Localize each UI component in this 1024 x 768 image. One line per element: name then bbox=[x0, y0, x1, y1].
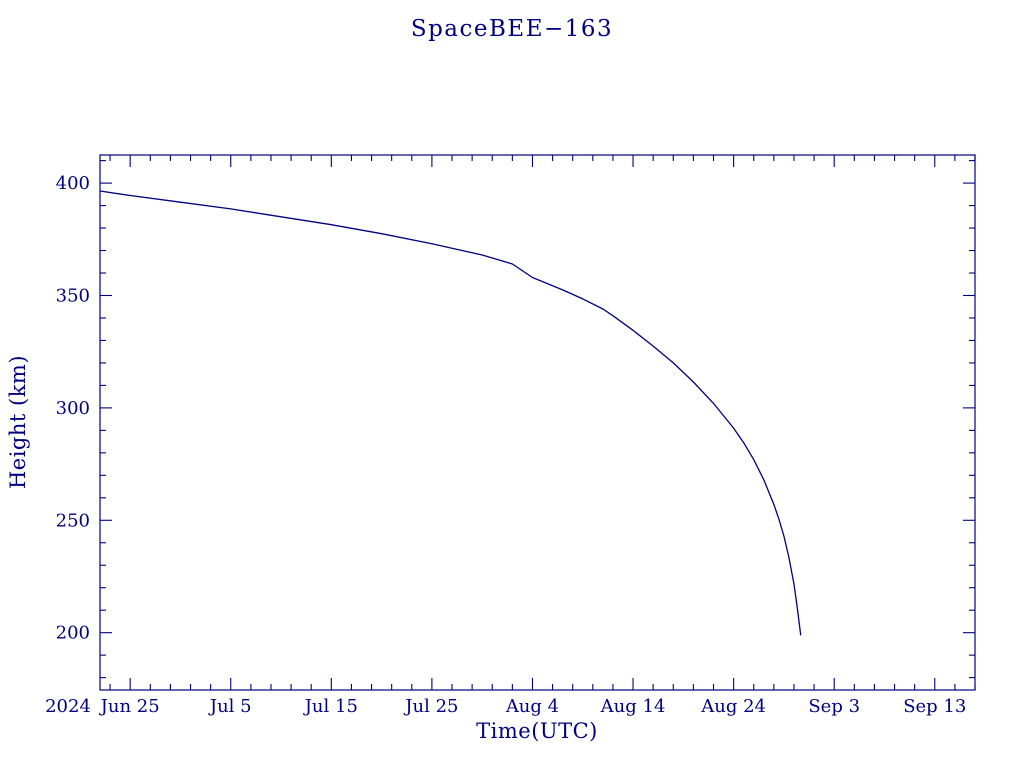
x-tick-label: Aug 4 bbox=[505, 696, 559, 717]
y-tick-label: 300 bbox=[56, 398, 90, 419]
y-tick-label: 350 bbox=[56, 285, 90, 306]
chart-title: SpaceBEE−163 bbox=[410, 16, 614, 42]
plot-frame bbox=[99, 154, 976, 691]
x-axis-year-label: 2024 bbox=[45, 696, 91, 717]
y-tick-label: 200 bbox=[56, 623, 90, 644]
x-axis-label: Time(UTC) bbox=[476, 719, 598, 743]
x-tick-label: Jul 15 bbox=[303, 696, 358, 717]
x-tick-label: Sep 3 bbox=[808, 696, 860, 717]
y-tick-label: 400 bbox=[56, 173, 90, 194]
y-axis-label: Height (km) bbox=[6, 354, 30, 490]
x-tick-label: Sep 13 bbox=[903, 696, 966, 717]
y-tick-label: 250 bbox=[56, 510, 90, 531]
x-tick-label: Jun 25 bbox=[99, 696, 160, 717]
x-tick-label: Aug 24 bbox=[700, 696, 766, 717]
x-tick-label: Jul 25 bbox=[403, 696, 458, 717]
decay-curve bbox=[99, 190, 802, 636]
x-tick-label: Aug 14 bbox=[600, 696, 666, 717]
x-tick-label: Jul 5 bbox=[208, 696, 252, 717]
